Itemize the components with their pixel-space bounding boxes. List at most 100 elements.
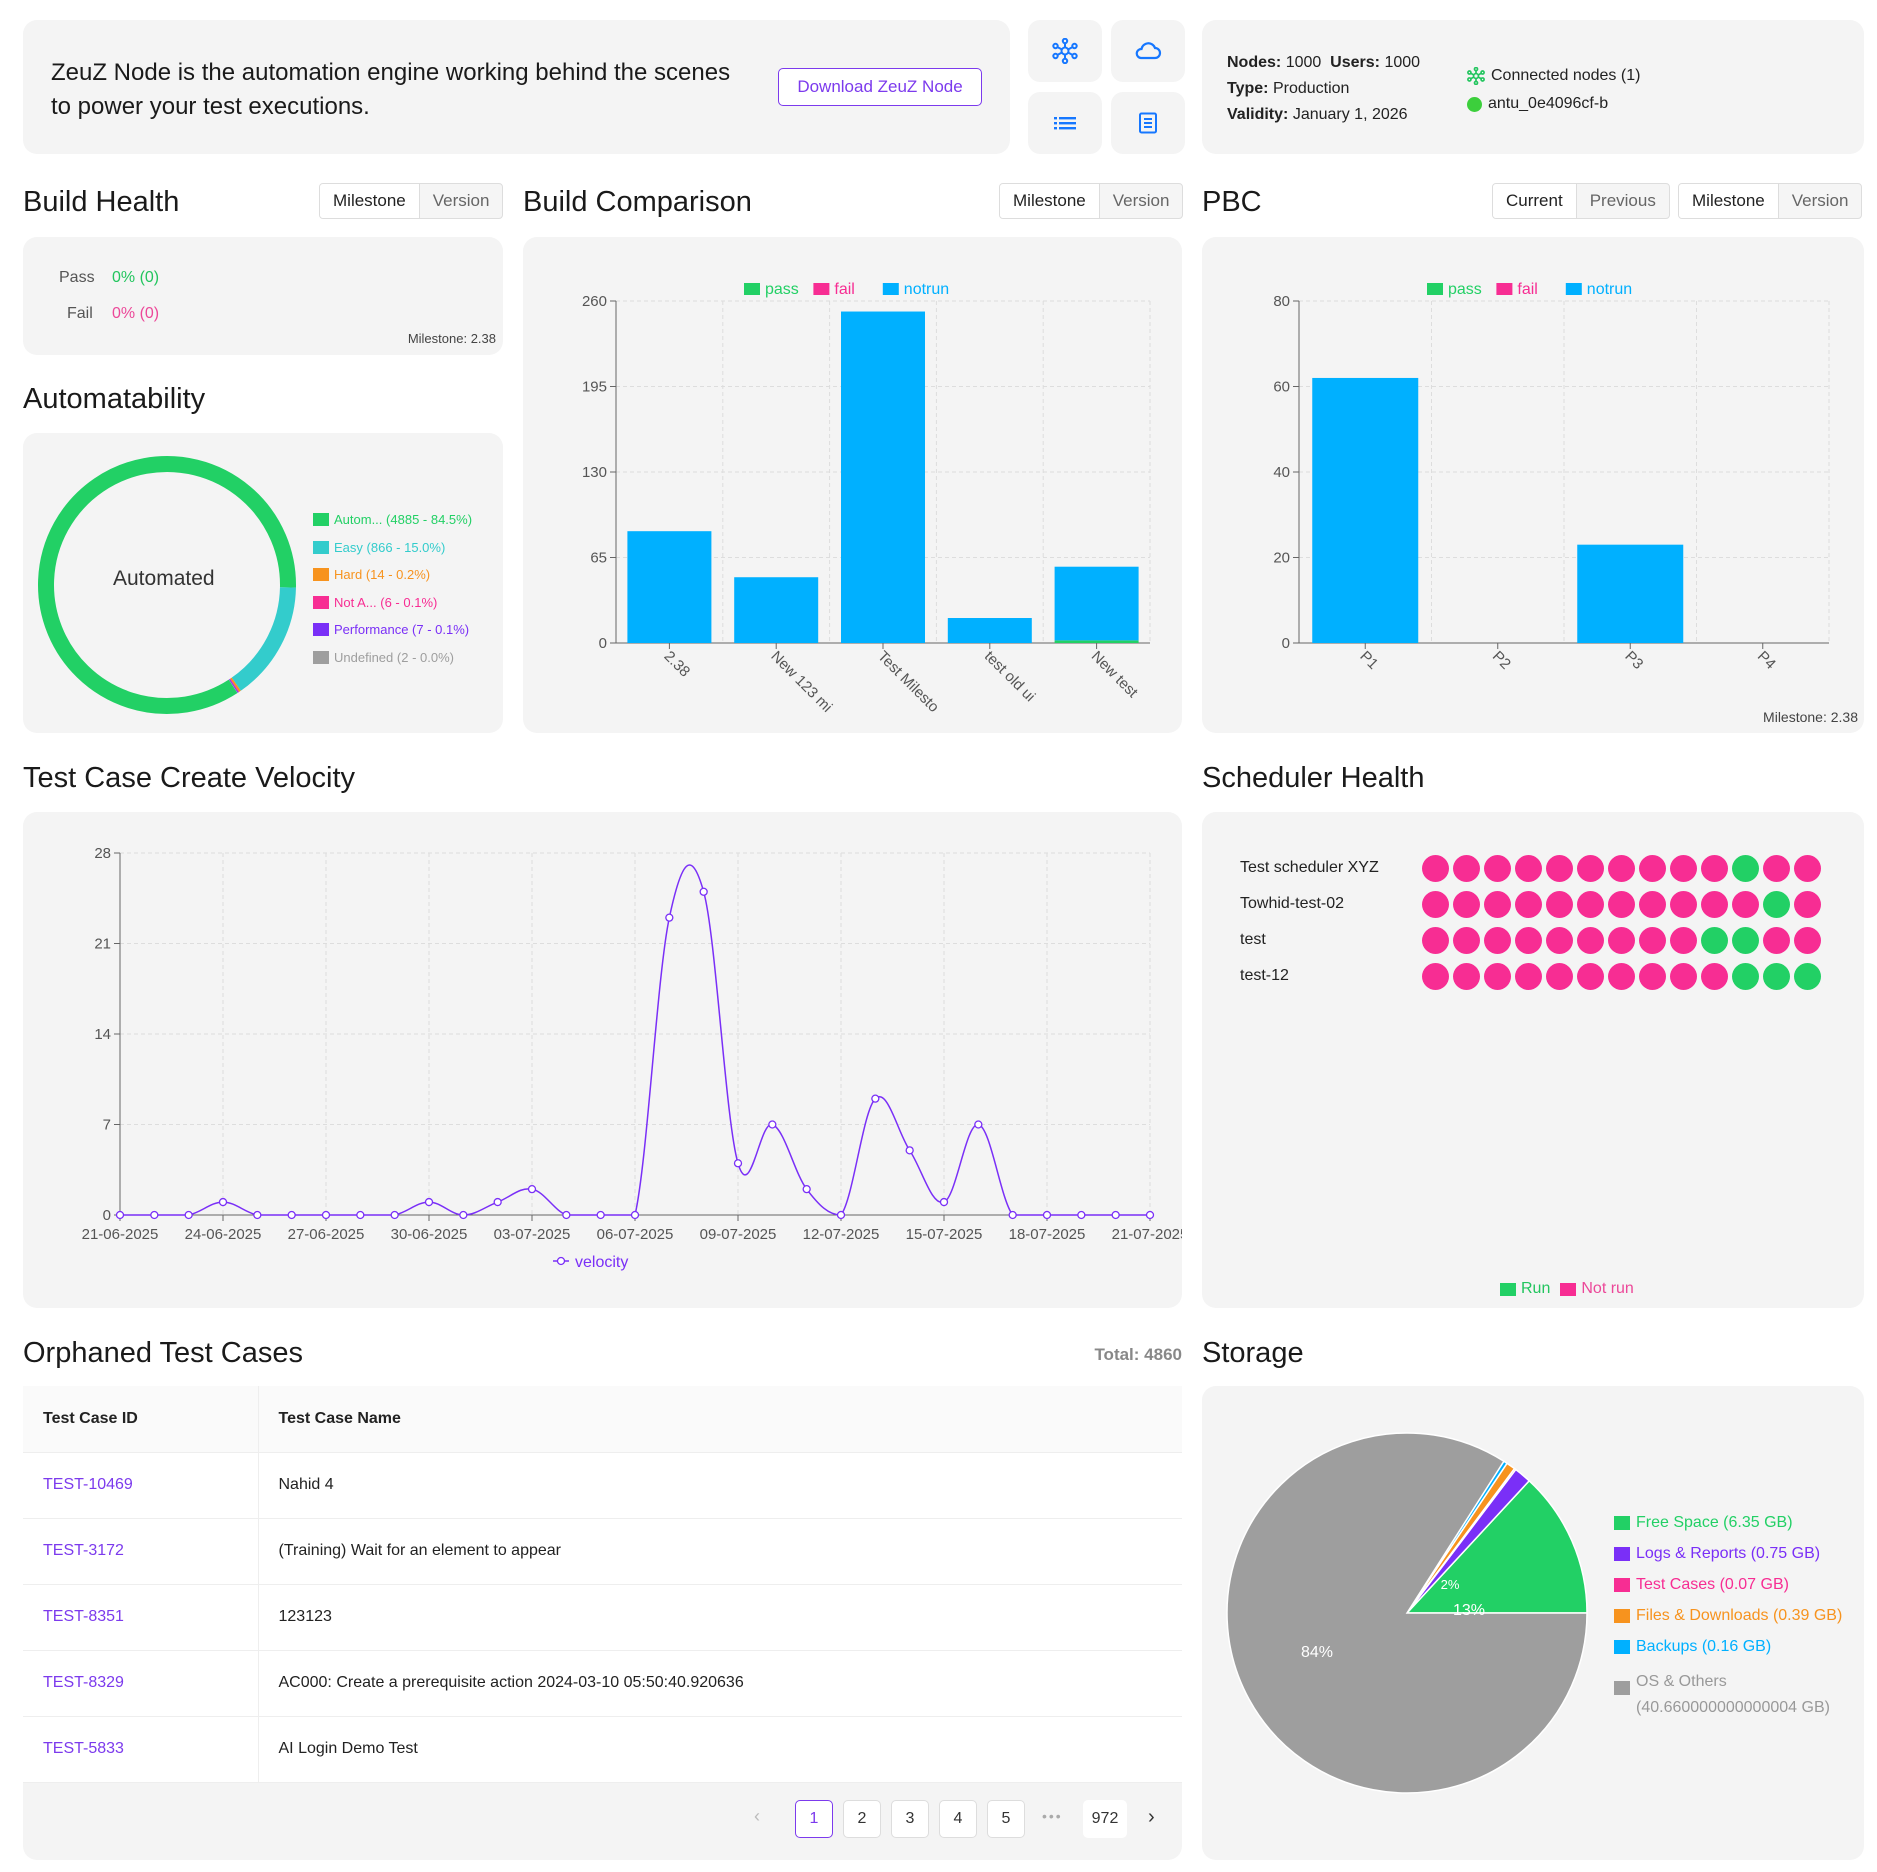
page-button-1[interactable]: 1 — [795, 1800, 833, 1838]
test-case-id-link[interactable]: TEST-10469 — [43, 1476, 133, 1493]
list-button[interactable] — [1028, 92, 1102, 154]
run-dot[interactable] — [1701, 926, 1728, 954]
automatability-donut — [38, 456, 296, 714]
not-run-dot[interactable] — [1763, 926, 1790, 954]
page-button-3[interactable]: 3 — [891, 1800, 929, 1838]
run-dot[interactable] — [1763, 890, 1790, 918]
not-run-dot[interactable] — [1484, 890, 1511, 918]
not-run-dot[interactable] — [1577, 890, 1604, 918]
connected-node-item[interactable]: antu_0e4096cf-b — [1467, 90, 1640, 118]
run-dot[interactable] — [1732, 854, 1759, 882]
automatability-legend-item[interactable]: Hard (14 - 0.2%) — [313, 561, 472, 589]
not-run-dot[interactable] — [1670, 890, 1697, 918]
not-run-dot[interactable] — [1670, 854, 1697, 882]
not-run-dot[interactable] — [1577, 854, 1604, 882]
test-case-id-link[interactable]: TEST-8329 — [43, 1674, 124, 1691]
not-run-dot[interactable] — [1639, 890, 1666, 918]
build-health-milestone-tab[interactable]: Milestone — [320, 184, 420, 218]
not-run-dot[interactable] — [1453, 962, 1480, 990]
not-run-dot[interactable] — [1546, 962, 1573, 990]
not-run-dot[interactable] — [1763, 854, 1790, 882]
page-button-5[interactable]: 5 — [987, 1800, 1025, 1838]
not-run-dot[interactable] — [1422, 854, 1449, 882]
x-tick-label: 24-06-2025 — [185, 1226, 262, 1243]
page-button-2[interactable]: 2 — [843, 1800, 881, 1838]
next-page-button[interactable]: › — [1148, 1806, 1155, 1828]
not-run-dot[interactable] — [1577, 962, 1604, 990]
scheduler-name[interactable]: test — [1240, 931, 1266, 948]
not-run-dot[interactable] — [1577, 926, 1604, 954]
prev-page-button[interactable]: ‹ — [754, 1806, 760, 1826]
run-dot[interactable] — [1794, 962, 1821, 990]
not-run-dot[interactable] — [1484, 854, 1511, 882]
not-run-dot[interactable] — [1422, 962, 1449, 990]
not-run-dot[interactable] — [1453, 890, 1480, 918]
not-run-dot[interactable] — [1546, 926, 1573, 954]
cloud-button[interactable] — [1111, 20, 1185, 82]
not-run-dot[interactable] — [1639, 962, 1666, 990]
not-run-dot[interactable] — [1484, 962, 1511, 990]
scheduler-name[interactable]: Towhid-test-02 — [1240, 895, 1345, 912]
not-run-dot[interactable] — [1639, 926, 1666, 954]
document-button[interactable] — [1111, 92, 1185, 154]
not-run-dot[interactable] — [1515, 854, 1542, 882]
not-run-dot[interactable] — [1732, 890, 1759, 918]
network-button[interactable] — [1028, 20, 1102, 82]
not-run-dot[interactable] — [1608, 890, 1635, 918]
not-run-dot[interactable] — [1794, 854, 1821, 882]
legend-swatch — [1614, 1609, 1630, 1623]
not-run-dot[interactable] — [1546, 854, 1573, 882]
automatability-legend-item[interactable]: Undefined (2 - 0.0%) — [313, 644, 472, 672]
run-dot[interactable] — [1732, 926, 1759, 954]
not-run-dot[interactable] — [1453, 926, 1480, 954]
not-run-dot[interactable] — [1484, 926, 1511, 954]
not-run-dot[interactable] — [1639, 854, 1666, 882]
pbc-current-tab[interactable]: Current — [1493, 184, 1577, 218]
storage-legend-item[interactable]: Backups (0.16 GB) — [1614, 1638, 1771, 1656]
pbc-milestone-tab[interactable]: Milestone — [1679, 184, 1779, 218]
not-run-dot[interactable] — [1515, 962, 1542, 990]
pbc-version-tab[interactable]: Version — [1791, 191, 1849, 210]
run-dot[interactable] — [1763, 962, 1790, 990]
not-run-dot[interactable] — [1608, 962, 1635, 990]
not-run-dot[interactable] — [1422, 890, 1449, 918]
not-run-dot[interactable] — [1515, 926, 1542, 954]
scheduler-name[interactable]: Test scheduler XYZ — [1240, 859, 1379, 876]
not-run-dot[interactable] — [1701, 962, 1728, 990]
not-run-dot[interactable] — [1670, 962, 1697, 990]
not-run-dot[interactable] — [1422, 926, 1449, 954]
automatability-legend-item[interactable]: Not A... (6 - 0.1%) — [313, 589, 472, 617]
not-run-dot[interactable] — [1515, 890, 1542, 918]
storage-legend-item[interactable]: Files & Downloads (0.39 GB) — [1614, 1607, 1842, 1625]
automatability-legend-item[interactable]: Performance (7 - 0.1%) — [313, 616, 472, 644]
storage-legend-item[interactable]: Free Space (6.35 GB) — [1614, 1514, 1793, 1532]
test-case-id-link[interactable]: TEST-5833 — [43, 1740, 124, 1757]
not-run-dot[interactable] — [1453, 854, 1480, 882]
page-button-972[interactable]: 972 — [1083, 1800, 1127, 1838]
test-case-id-link[interactable]: TEST-3172 — [43, 1542, 124, 1559]
not-run-dot[interactable] — [1701, 854, 1728, 882]
build-comparison-version-tab[interactable]: Version — [1112, 191, 1170, 210]
automatability-legend-item[interactable]: Autom... (4885 - 84.5%) — [313, 506, 472, 534]
automatability-legend-item[interactable]: Easy (866 - 15.0%) — [313, 534, 472, 562]
pbc-previous-tab[interactable]: Previous — [1589, 191, 1656, 210]
not-run-dot[interactable] — [1670, 926, 1697, 954]
run-dot[interactable] — [1732, 962, 1759, 990]
not-run-dot[interactable] — [1794, 890, 1821, 918]
scheduler-name[interactable]: test-12 — [1240, 967, 1289, 984]
download-zeuz-node-button[interactable]: Download ZeuZ Node — [778, 68, 982, 106]
storage-pie-chart: 13% 84% 2% — [1226, 1432, 1588, 1794]
not-run-dot[interactable] — [1608, 854, 1635, 882]
not-run-dot[interactable] — [1794, 926, 1821, 954]
page-button-4[interactable]: 4 — [939, 1800, 977, 1838]
storage-legend-item[interactable]: Logs & Reports (0.75 GB) — [1614, 1545, 1820, 1563]
build-health-version-tab[interactable]: Version — [432, 191, 490, 210]
not-run-dot[interactable] — [1701, 890, 1728, 918]
test-case-id-link[interactable]: TEST-8351 — [43, 1608, 124, 1625]
not-run-dot[interactable] — [1608, 926, 1635, 954]
storage-legend-item[interactable]: Test Cases (0.07 GB) — [1614, 1576, 1789, 1594]
build-comparison-milestone-tab[interactable]: Milestone — [1000, 184, 1100, 218]
not-run-dot[interactable] — [1546, 890, 1573, 918]
storage-legend-item[interactable]: OS & Others (40.660000000000004 GB) — [1614, 1669, 1830, 1721]
pagination-ellipsis[interactable]: ••• — [1042, 1808, 1063, 1824]
